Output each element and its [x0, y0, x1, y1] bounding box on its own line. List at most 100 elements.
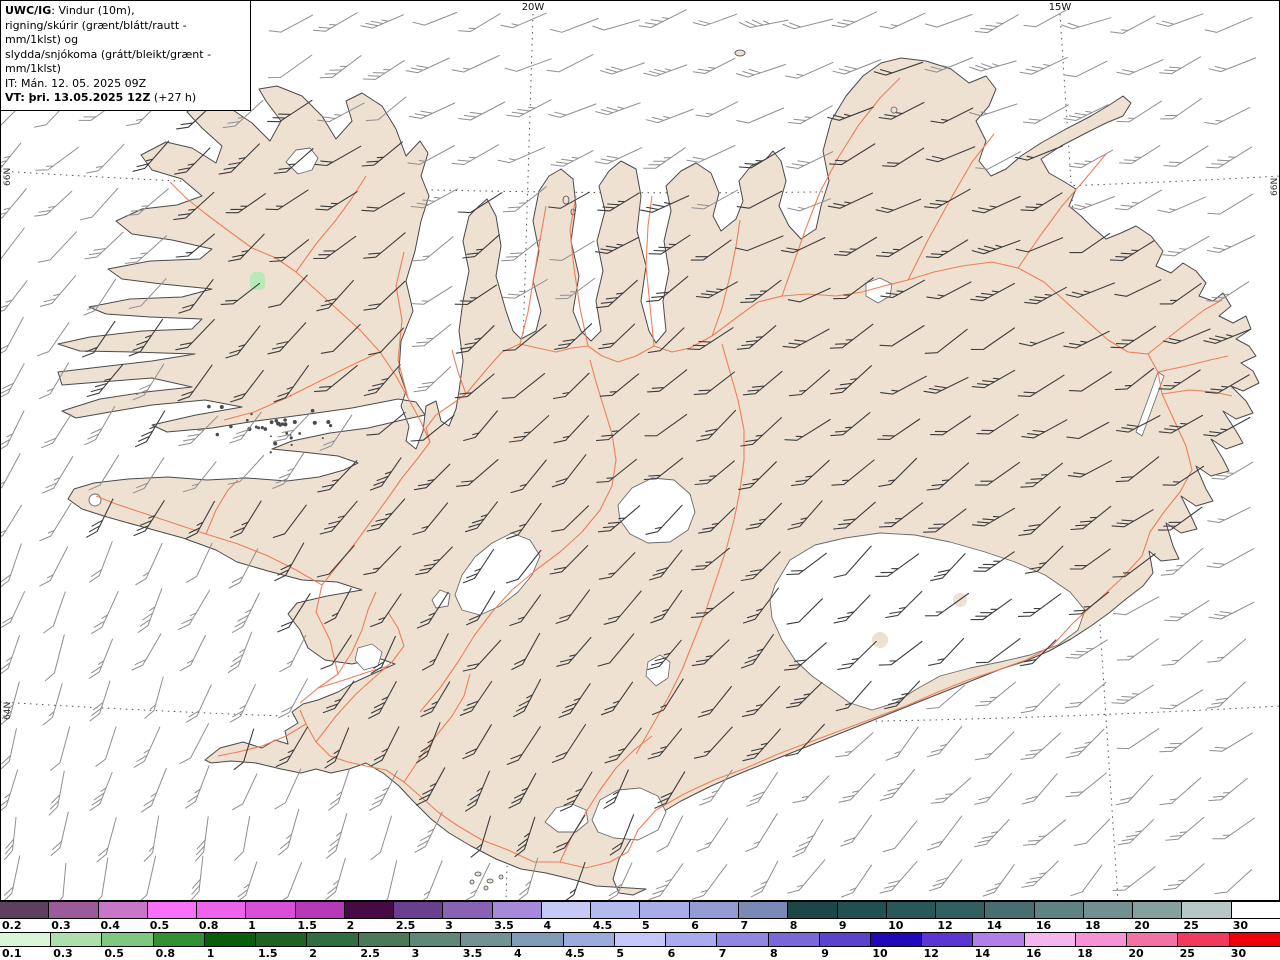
rain-scale-segment: [869, 933, 922, 946]
rain-scale-segment: [665, 933, 717, 946]
sleet-scale-tick-label: 4: [543, 919, 552, 932]
rain-scale-segment: [306, 933, 358, 946]
sleet-scale-segment: [146, 902, 197, 918]
rain-scale-tick-label: 4.5: [565, 947, 585, 960]
sleet-scale-segment: [491, 902, 541, 918]
rain-scale-tick-label: 25: [1179, 947, 1195, 960]
sleet-scale-tick-label: 0.3: [51, 919, 71, 932]
rain-scale-segment: [357, 933, 409, 946]
rain-scale-segment: [562, 933, 614, 946]
precip-cell: [250, 272, 265, 290]
sleet-scale-segment: [48, 902, 98, 918]
sleet-scale-segment: [836, 902, 886, 918]
sleet-scale-tick-label: 3: [445, 919, 453, 932]
rain-scale-segment: [255, 933, 307, 946]
sleet-scale-tick-label: 1.5: [297, 919, 317, 932]
sleet-scale-segment: [885, 902, 936, 918]
sleet-scale-tick-label: 6: [691, 919, 699, 932]
sleet-scale-segment: [1033, 902, 1083, 918]
sleet-scale-tick-label: 2.5: [395, 919, 416, 932]
rain-scale-tick-label: 12: [923, 947, 939, 960]
rain-scale-tick-label: 3: [411, 947, 420, 960]
sleet-scale-tick-label: 1: [248, 919, 256, 932]
wind-barbs: [0, 9, 1257, 901]
sleet-scale-tick-label: 0.4: [100, 919, 120, 932]
rain-scale-tick-label: 2.5: [360, 947, 380, 960]
rain-scale-segment: [1023, 933, 1075, 946]
rain-scale-tick-label: 20: [1128, 947, 1144, 960]
roads: [95, 77, 1233, 869]
rain-scale-segment: [203, 933, 256, 946]
rain-scale-segment: [408, 933, 461, 946]
parallel-label-66n-left: 66N: [3, 167, 13, 186]
rain-scale-segment: [716, 933, 768, 946]
rain-scale-tick-label: 0.5: [104, 947, 124, 960]
small-islands: [207, 49, 746, 891]
meridian-label-15w: 15W: [1048, 2, 1072, 13]
rain-scale-tick-label: 7: [718, 947, 727, 960]
sleet-scale-segment: [1230, 902, 1280, 918]
rain-scale-tick-label: 10: [872, 947, 888, 960]
rain-scale-segment: [1228, 933, 1280, 946]
rain-scale-segment: [921, 933, 973, 946]
sleet-scale-segment: [343, 902, 394, 918]
rain-scale-tick-label: 30: [1230, 947, 1247, 960]
sleet-scale-segment: [1181, 902, 1231, 918]
rain-scale-segment: [50, 933, 102, 946]
info-line-3: slydda/snjókoma (grátt/bleikt/grænt - mm…: [5, 47, 212, 76]
sleet-scale-segment: [442, 902, 492, 918]
rain-scale-tick-label: 2: [309, 947, 317, 960]
sleet-scale-tick-label: 2: [346, 919, 355, 932]
rain-color-scale: [0, 932, 1280, 947]
sleet-scale-segment: [245, 902, 295, 918]
sleet-scale-tick-label: 10: [888, 919, 904, 932]
sleet-scale-tick-label: 5: [642, 919, 650, 932]
info-line-5: VT: þri. 13.05.2025 12Z (+27 h): [5, 91, 197, 104]
rain-scale-tick-label: 1.5: [258, 947, 278, 960]
rain-scale-segment: [1074, 933, 1127, 946]
sleet-scale-segment: [1132, 902, 1182, 918]
sleet-scale-segment: [590, 902, 640, 918]
sleet-scale-tick-label: 20: [1134, 919, 1150, 932]
rain-scale-tick-label: 6: [667, 947, 676, 960]
sleet-scale-segment: [688, 902, 738, 918]
sleet-scale-tick-label: 3.5: [494, 919, 514, 932]
rain-scale-tick-label: 18: [1077, 947, 1093, 960]
parallel-label-64n-left: 64N: [3, 701, 13, 720]
rain-scale-segment: [613, 933, 666, 946]
sleet-scale-tick-label: 8: [789, 919, 798, 932]
sleet-scale-segment: [1082, 902, 1133, 918]
rain-scale-tick-label: 9: [821, 947, 829, 960]
rain-scale-tick-label: 0.8: [155, 947, 176, 960]
rain-scale-tick-label: 8: [770, 947, 778, 960]
rain-scale-segment: [1177, 933, 1229, 946]
sleet-scale-segment: [393, 902, 443, 918]
parallel-label-66n-right: 66N: [1270, 177, 1280, 196]
sleet-scale-tick-label: 14: [986, 919, 1002, 932]
sleet-scale-tick-label: 7: [740, 919, 749, 932]
sleet-scale-segment: [196, 902, 246, 918]
rain-scale-segment: [460, 933, 512, 946]
sleet-scale-segment: [0, 902, 49, 918]
sleet-scale-tick-label: 30: [1232, 919, 1249, 932]
rain-scale-segment: [511, 933, 563, 946]
rain-scale-tick-label: 5: [616, 947, 625, 960]
iceland-wind-map: [0, 0, 1280, 901]
sleet-scale-tick-label: 18: [1085, 919, 1101, 932]
rain-scale-segment: [818, 933, 870, 946]
sleet-scale-tick-label: 12: [937, 919, 953, 932]
sleet-scale-tick-label: 9: [838, 919, 847, 932]
rain-scale-segment: [152, 933, 204, 946]
sleet-scale-tick-label: 4.5: [592, 919, 613, 932]
info-line-1: UWC/IG: Vindur (10m),: [5, 4, 135, 17]
rain-scale-tick-label: 0.1: [2, 947, 22, 960]
lakes: [354, 277, 1165, 687]
rain-scale-segment: [101, 933, 153, 946]
rain-scale-segment: [1126, 933, 1178, 946]
rain-scale-tick-label: 14: [974, 947, 991, 960]
rain-scale-tick-label: 1: [206, 947, 215, 960]
calm-wind-symbol: [890, 106, 898, 114]
rain-scale-tick-label: 0.3: [53, 947, 73, 960]
sleet-scale-tick-label: 0.5: [149, 919, 170, 932]
